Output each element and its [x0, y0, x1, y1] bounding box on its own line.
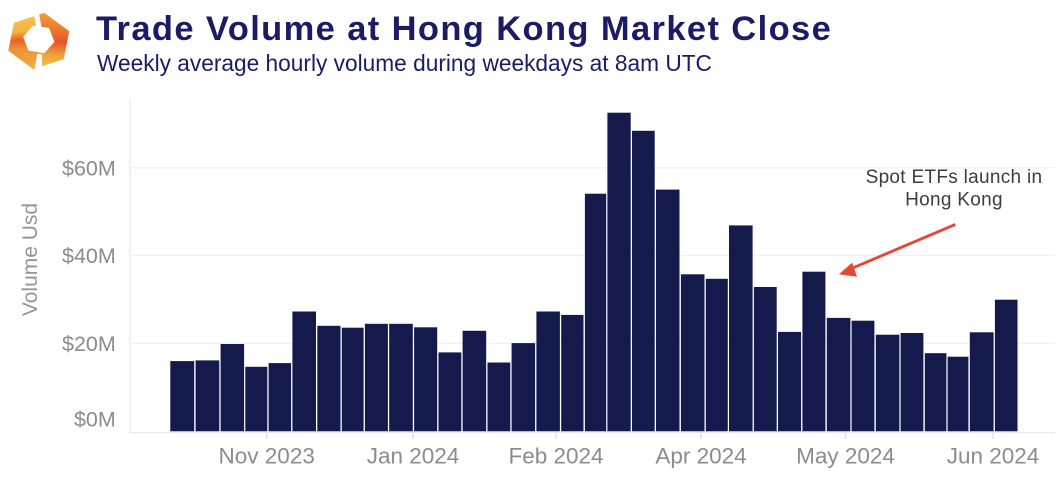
svg-text:Nov 2023: Nov 2023 — [219, 444, 315, 469]
svg-text:Spot ETFs launch in: Spot ETFs launch in — [866, 167, 1043, 188]
svg-text:Jan 2024: Jan 2024 — [367, 444, 460, 469]
svg-text:$40M: $40M — [62, 244, 116, 268]
svg-text:Hong Kong: Hong Kong — [905, 190, 1003, 211]
svg-text:Feb 2024: Feb 2024 — [508, 444, 603, 469]
svg-text:May 2024: May 2024 — [796, 444, 895, 469]
svg-text:Jun 2024: Jun 2024 — [947, 444, 1040, 469]
svg-text:$60M: $60M — [62, 157, 116, 181]
svg-text:$0M: $0M — [74, 407, 116, 431]
svg-text:Apr 2024: Apr 2024 — [655, 444, 746, 469]
svg-text:Volume Usd: Volume Usd — [19, 203, 42, 316]
svg-text:$20M: $20M — [62, 332, 116, 356]
